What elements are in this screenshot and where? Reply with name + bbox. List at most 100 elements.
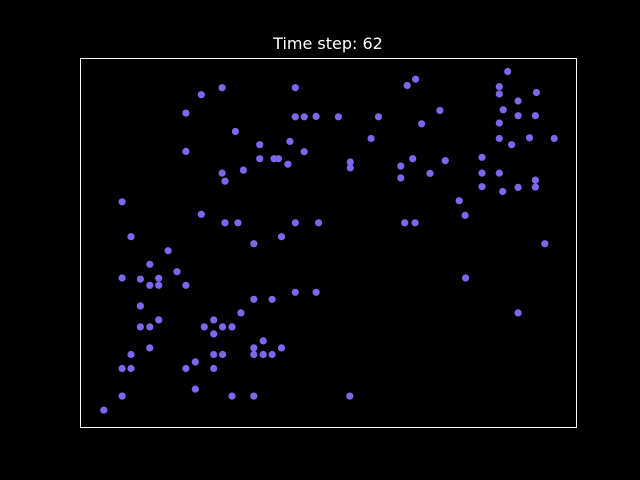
scatter-point [100,406,108,414]
scatter-point [346,392,354,400]
scatter-point [514,309,522,317]
scatter-point [219,350,227,359]
scatter-point [173,268,181,276]
scatter-point [397,162,405,170]
scatter-point [499,187,507,196]
scatter-point [495,83,503,91]
scatter-point [197,91,205,99]
scatter-point [508,141,516,149]
scatter-point [291,84,299,92]
scatter-point [411,219,419,227]
scatter-point [478,183,486,191]
scatter-point [441,157,449,165]
scatter-point [237,309,245,317]
scatter-point [291,113,299,121]
scatter-point [118,392,126,400]
scatter-point [495,169,503,177]
scatter-point [191,358,199,366]
scatter-point [155,274,163,282]
scatter-point [146,260,154,268]
scatter-point [197,210,205,218]
scatter-point [256,155,264,163]
scatter-point [418,120,426,128]
scatter-point [514,97,522,105]
scatter-point [182,147,190,155]
scatter-point [127,364,135,373]
scatter-point [182,109,190,117]
scatter-point [550,134,558,143]
scatter-point [334,113,342,121]
scatter-point [250,344,258,352]
scatter-point [234,219,242,227]
scatter-point [300,148,308,156]
scatter-point [218,169,226,177]
scatter-point [478,153,486,161]
scatter-point [403,81,411,90]
scatter-point [200,323,208,331]
scatter-point [312,288,320,296]
scatter-point [164,247,172,255]
scatter-point [284,160,292,168]
scatter-point [268,295,276,303]
scatter-points [100,67,558,414]
scatter-point [531,176,540,184]
scatter-point [256,141,264,149]
scatter-point [210,364,218,373]
scatter-point [268,350,276,359]
scatter-point [401,219,409,227]
scatter-point [495,90,503,98]
scatter-point [514,112,522,120]
scatter-point [118,198,126,206]
scatter-point [239,166,247,174]
scatter-point [136,275,144,283]
scatter-point [461,211,469,219]
scatter-point [259,350,267,359]
scatter-point [221,177,229,185]
scatter-point [250,295,258,303]
scatter-point [499,106,507,114]
scatter-point [250,240,258,248]
scatter-point [291,219,299,227]
scatter-point [397,174,405,182]
scatter-point [478,169,486,177]
scatter-point [274,155,283,163]
scatter-point [228,392,236,400]
scatter-point [210,350,218,359]
scatter-point [495,134,503,143]
scatter-point [146,323,154,331]
scatter-point [374,113,383,121]
scatter-point [155,316,163,324]
plot-frame [80,58,577,428]
scatter-point [286,137,294,145]
scatter-point [146,281,154,289]
scatter-point [219,323,227,331]
chart-title: Time step: 62 [272,34,383,53]
scatter-point [118,364,126,373]
scatter-point [495,119,503,127]
scatter-point [436,106,444,115]
scatter-point [525,134,534,142]
scatter-point [455,197,463,205]
scatter-point [218,84,226,92]
scatter-point [250,350,258,359]
scatter-point [504,67,512,76]
scatter-point [136,323,144,331]
scatter-point [182,364,190,373]
scatter-point [210,316,218,324]
scatter-point [409,155,417,163]
scatter-point [228,323,236,331]
scatter-point [136,302,144,310]
scatter-point [231,127,239,136]
scatter-point [532,88,541,97]
scatter-point [426,169,434,177]
scatter-point [315,219,323,227]
scatter-point [541,240,549,248]
scatter-point [531,183,540,191]
scatter-point [118,274,126,282]
scatter-point [300,113,308,121]
scatter-point [346,164,354,172]
scatter-point [127,350,135,359]
scatter-point [291,288,299,296]
scatter-point [312,112,320,120]
